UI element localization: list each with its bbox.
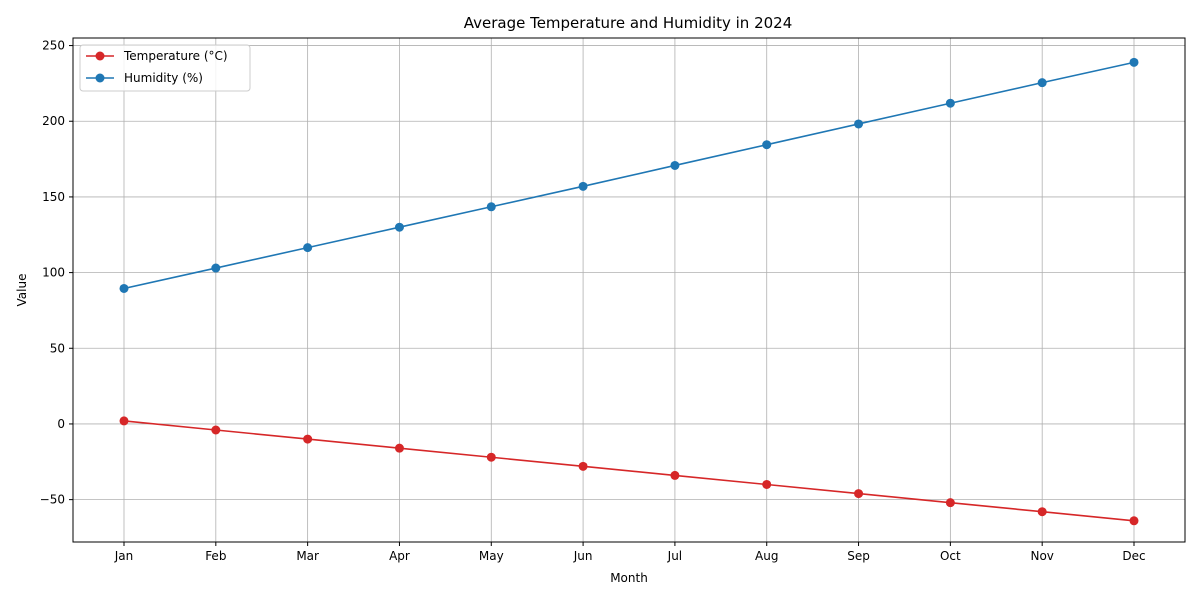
ticks: Jan Feb Mar Apr May Jun Jul Aug Sep Oct Nov Dec −50 0… [40, 39, 1146, 563]
data-point [1037, 507, 1047, 517]
y-tick-label: −50 [40, 493, 65, 507]
y-tick-label: 0 [57, 417, 65, 431]
plot-frame [72, 37, 1186, 543]
y-axis-label: Value [15, 274, 29, 307]
data-point [945, 498, 955, 508]
chart-title: Average Temperature and Humidity in 2024 [464, 14, 793, 32]
y-tick-label: 100 [42, 266, 65, 280]
data-point [211, 425, 221, 435]
grid [73, 38, 1185, 542]
data-point [578, 461, 588, 471]
series-layer [119, 57, 1139, 526]
data-point [578, 181, 588, 191]
data-point [211, 263, 221, 273]
y-tick-label: 250 [42, 39, 65, 53]
data-point [303, 243, 313, 253]
x-tick-label: Aug [755, 549, 778, 563]
y-tick-label: 50 [50, 341, 65, 355]
x-tick-label: Jun [573, 549, 593, 563]
data-point [1129, 516, 1139, 526]
data-point [394, 443, 404, 453]
legend: Temperature (°C) Humidity (%) [79, 44, 251, 92]
legend-label: Humidity (%) [124, 71, 203, 85]
y-tick-label: 150 [42, 190, 65, 204]
x-tick-label: Jan [114, 549, 134, 563]
series-line-0 [123, 420, 1135, 522]
data-point [394, 222, 404, 232]
data-point [762, 479, 772, 489]
y-tick-label: 200 [42, 114, 65, 128]
legend-label: Temperature (°C) [123, 49, 228, 63]
legend-marker [95, 73, 105, 83]
data-point [854, 489, 864, 499]
x-tick-label: Apr [389, 549, 410, 563]
x-tick-label: Mar [296, 549, 319, 563]
legend-marker [95, 51, 105, 61]
x-tick-label: May [479, 549, 504, 563]
data-point [303, 434, 313, 444]
data-point [119, 416, 129, 426]
x-tick-label: Jul [667, 549, 682, 563]
data-point [945, 98, 955, 108]
data-point [486, 452, 496, 462]
data-point [670, 470, 680, 480]
data-point [854, 119, 864, 129]
data-point [1037, 78, 1047, 88]
x-tick-label: Oct [940, 549, 961, 563]
legend-box [79, 44, 251, 92]
x-tick-label: Sep [847, 549, 870, 563]
series-line-1 [123, 61, 1135, 290]
data-point [119, 283, 129, 293]
x-tick-label: Feb [205, 549, 226, 563]
data-point [762, 140, 772, 150]
data-point [486, 202, 496, 212]
x-tick-label: Dec [1122, 549, 1145, 563]
data-point [1129, 57, 1139, 67]
x-tick-label: Nov [1030, 549, 1053, 563]
x-axis-label: Month [610, 571, 648, 585]
data-point [670, 160, 680, 170]
